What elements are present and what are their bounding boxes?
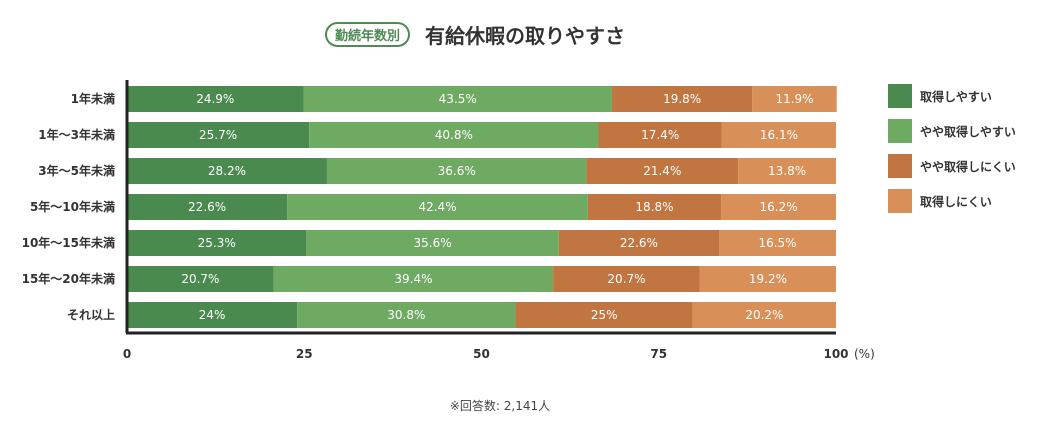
data-label: 25% (591, 308, 618, 322)
bar-segment (553, 266, 700, 292)
x-tick-label: 75 (650, 347, 667, 361)
bar-segment (127, 158, 327, 184)
bar-segment (558, 230, 720, 256)
data-label: 20.7% (607, 272, 645, 286)
legend-item: 取得しにくい (888, 189, 1016, 213)
data-label: 19.2% (749, 272, 787, 286)
bar-segment (287, 194, 588, 220)
legend-swatch (888, 154, 912, 178)
legend-item: やや取得しやすい (888, 119, 1016, 143)
category-label: それ以上 (67, 307, 115, 322)
legend-swatch (888, 84, 912, 108)
bar-segment (699, 266, 836, 292)
data-label: 19.8% (663, 92, 701, 106)
bar-segment (309, 122, 599, 148)
data-label: 18.8% (635, 200, 673, 214)
data-label: 24% (199, 308, 226, 322)
data-label: 35.6% (414, 236, 452, 250)
legend-item: 取得しやすい (888, 84, 1016, 108)
bar-segment (719, 230, 836, 256)
category-label: 1年〜3年未満 (38, 127, 115, 142)
x-tick-label: 25 (296, 347, 313, 361)
data-label: 17.4% (641, 128, 679, 142)
data-label: 30.8% (387, 308, 425, 322)
data-label: 28.2% (208, 164, 246, 178)
bar-segment (273, 266, 554, 292)
bar-segment (586, 158, 739, 184)
legend: 取得しやすいやや取得しやすい やや取得しにくい 取得しにくい (888, 84, 1016, 224)
category-label: 5年〜10年未満 (30, 199, 115, 214)
data-label: 25.7% (199, 128, 237, 142)
response-count-note: ※回答数: 2,141人 (449, 399, 551, 413)
data-label: 22.6% (620, 236, 658, 250)
data-label: 20.7% (181, 272, 219, 286)
data-label: 21.4% (643, 164, 681, 178)
chart-title: 勤続年数別 有給休暇の取りやすさ (0, 20, 950, 49)
bar-segment (127, 194, 288, 220)
legend-swatch (888, 189, 912, 213)
data-label: 20.2% (745, 308, 783, 322)
data-label: 36.6% (438, 164, 476, 178)
data-label: 22.6% (188, 200, 226, 214)
legend-item: やや取得しにくい (888, 154, 1016, 178)
x-axis-unit: (%) (854, 347, 875, 361)
legend-swatch (888, 119, 912, 143)
bar-segment (297, 302, 516, 328)
bar-segment (598, 122, 722, 148)
title-text: 有給休暇の取りやすさ (425, 24, 626, 48)
data-label: 43.5% (439, 92, 477, 106)
bar-segment (721, 194, 836, 220)
bar-segment (611, 86, 753, 112)
category-label: 10年〜15年未満 (22, 235, 115, 250)
legend-label: やや取得しにくい (920, 159, 1016, 174)
data-label: 16.5% (758, 236, 796, 250)
category-label: 15年〜20年未満 (22, 271, 115, 286)
data-label: 42.4% (418, 200, 456, 214)
bar-segment (738, 158, 836, 184)
bar-segment (303, 86, 612, 112)
bar-segment (306, 230, 559, 256)
data-label: 25.3% (198, 236, 236, 250)
data-label: 16.2% (760, 200, 798, 214)
legend-label: 取得しにくい (920, 194, 992, 209)
bar-segment (515, 302, 693, 328)
category-label: 1年未満 (71, 91, 115, 106)
legend-label: 取得しやすい (920, 89, 992, 104)
data-label: 16.1% (760, 128, 798, 142)
data-label: 39.4% (394, 272, 432, 286)
x-tick-label: 100 (823, 347, 848, 361)
x-tick-label: 50 (473, 347, 490, 361)
bar-segment (127, 302, 298, 328)
data-label: 40.8% (435, 128, 473, 142)
legend-label: やや取得しやすい (920, 124, 1016, 139)
bar-segment (127, 266, 274, 292)
data-label: 11.9% (775, 92, 813, 106)
bar-segment (721, 122, 836, 148)
bar-segment (326, 158, 587, 184)
x-tick-label: 0 (123, 347, 131, 361)
bar-segment (692, 302, 836, 328)
bar-segment (127, 86, 304, 112)
title-badge: 勤続年数別 (324, 22, 410, 47)
bar-segment (752, 86, 837, 112)
bar-segment (127, 122, 310, 148)
category-label: 3年〜5年未満 (38, 163, 115, 178)
data-label: 13.8% (768, 164, 806, 178)
bar-segment (127, 230, 307, 256)
bar-segment (587, 194, 722, 220)
data-label: 24.9% (196, 92, 234, 106)
